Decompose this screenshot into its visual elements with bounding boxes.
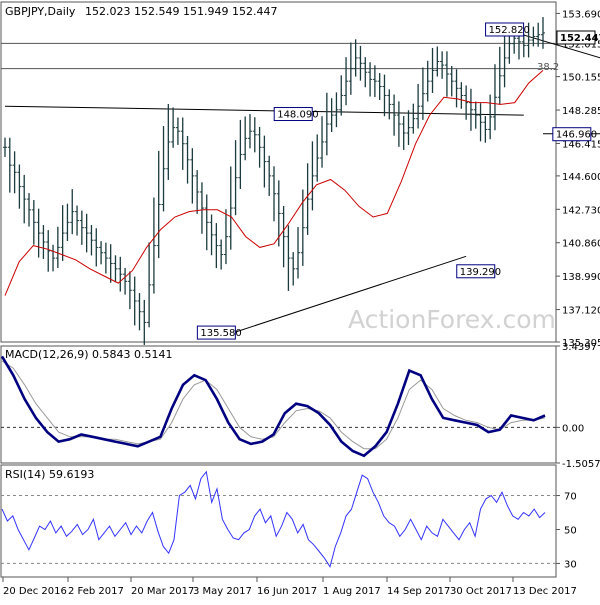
price-label: 135.580 [200, 328, 241, 339]
x-tick-label: 13 Dec 2017 [513, 586, 577, 597]
price-label: 139.290 [460, 267, 501, 278]
price-tick-label: 153.690 [562, 9, 600, 20]
price-tick-label: 148.285 [562, 106, 600, 117]
price-bars [3, 17, 545, 345]
trendline [221, 255, 467, 338]
x-tick-label: 20 Dec 2016 [3, 586, 67, 597]
last-price-marker: 152.447 [556, 30, 600, 45]
x-tick-label: 14 Sep 2017 [387, 586, 450, 597]
price-tick-label: 138.990 [562, 272, 600, 283]
macd-tick-label: 3.4397 [562, 342, 597, 353]
last-price-box [556, 30, 596, 45]
price-ohlc: 152.023 152.549 151.949 152.447 [85, 5, 277, 18]
price-title: GBPJPY,Daily [5, 5, 76, 18]
x-tick-label: 30 Oct 2017 [450, 586, 512, 597]
macd-tick-label: -1.5057 [562, 459, 600, 470]
price-label-box [196, 325, 236, 340]
price-tick-label: 137.120 [562, 306, 600, 317]
price-label-box [552, 127, 592, 142]
x-tick-label: 3 May 2017 [193, 586, 252, 597]
price-panel-frame [0, 1, 557, 343]
macd-axis: 3.4397 0.00 -1.5057 [556, 342, 600, 470]
price-panel: GBPJPY,Daily 152.023 152.549 151.949 152… [0, 1, 600, 349]
rsi-tick-label: 30 [564, 559, 577, 570]
macd-title: MACD(12,26,9) 0.5843 0.5141 [5, 348, 173, 361]
x-tick-label: 20 Mar 2017 [131, 586, 194, 597]
price-reference-lines [1, 28, 600, 338]
moving-average [4, 70, 544, 296]
price-tick-label: 140.860 [562, 239, 600, 250]
price-label: 152.820 [489, 25, 530, 36]
rsi-lines [1, 470, 556, 569]
trendline [4, 105, 524, 116]
rsi-line [1, 470, 546, 569]
rsi-panel-frame [0, 464, 557, 578]
macd-lines [0, 355, 556, 458]
price-tick-label: 135.305 [562, 338, 600, 349]
price-label-box [456, 264, 496, 279]
price-axis: 153.690 152.015 150.155 148.285 146.415 144.6… [556, 9, 600, 349]
rsi-title: RSI(14) 59.6193 [5, 468, 94, 481]
trendline [504, 28, 600, 59]
x-tick-label: 16 Jun 2017 [257, 586, 317, 597]
price-annotations: 135.580148.090139.290152.820146.960153.3… [196, 22, 597, 340]
rsi-tick-label: 70 [564, 492, 577, 503]
rsi-panel: RSI(14) 59.6193 70 50 30 [0, 464, 577, 578]
price-tick-label: 146.415 [562, 139, 600, 150]
price-label: 148.090 [277, 110, 318, 121]
price-tick-label: 150.155 [562, 73, 600, 84]
price-label: 146.960 [556, 130, 597, 141]
macd-line [0, 355, 546, 458]
price-label-box [273, 107, 313, 122]
fib-label: 38.2 [537, 62, 559, 73]
watermark: ActionForex.com [348, 305, 556, 334]
rsi-tick-label: 50 [564, 525, 577, 536]
rsi-axis: 70 50 30 [556, 492, 577, 570]
moving-average-line [4, 70, 544, 296]
x-tick-label: 2 Feb 2017 [68, 586, 124, 597]
macd-panel: MACD(12,26,9) 0.5843 0.5141 3.4397 0.00 -1… [0, 342, 600, 470]
macd-panel-frame [0, 345, 557, 464]
x-tick-label: 1 Aug 2017 [323, 586, 381, 597]
price-tick-label: 144.600 [562, 172, 600, 183]
last-price-label: 152.447 [560, 33, 600, 44]
price-tick-label: 152.015 [562, 39, 600, 50]
macd-tick-label: 0.00 [562, 423, 584, 434]
price-tick-label: 142.730 [562, 205, 600, 216]
price-label-box [485, 22, 525, 37]
